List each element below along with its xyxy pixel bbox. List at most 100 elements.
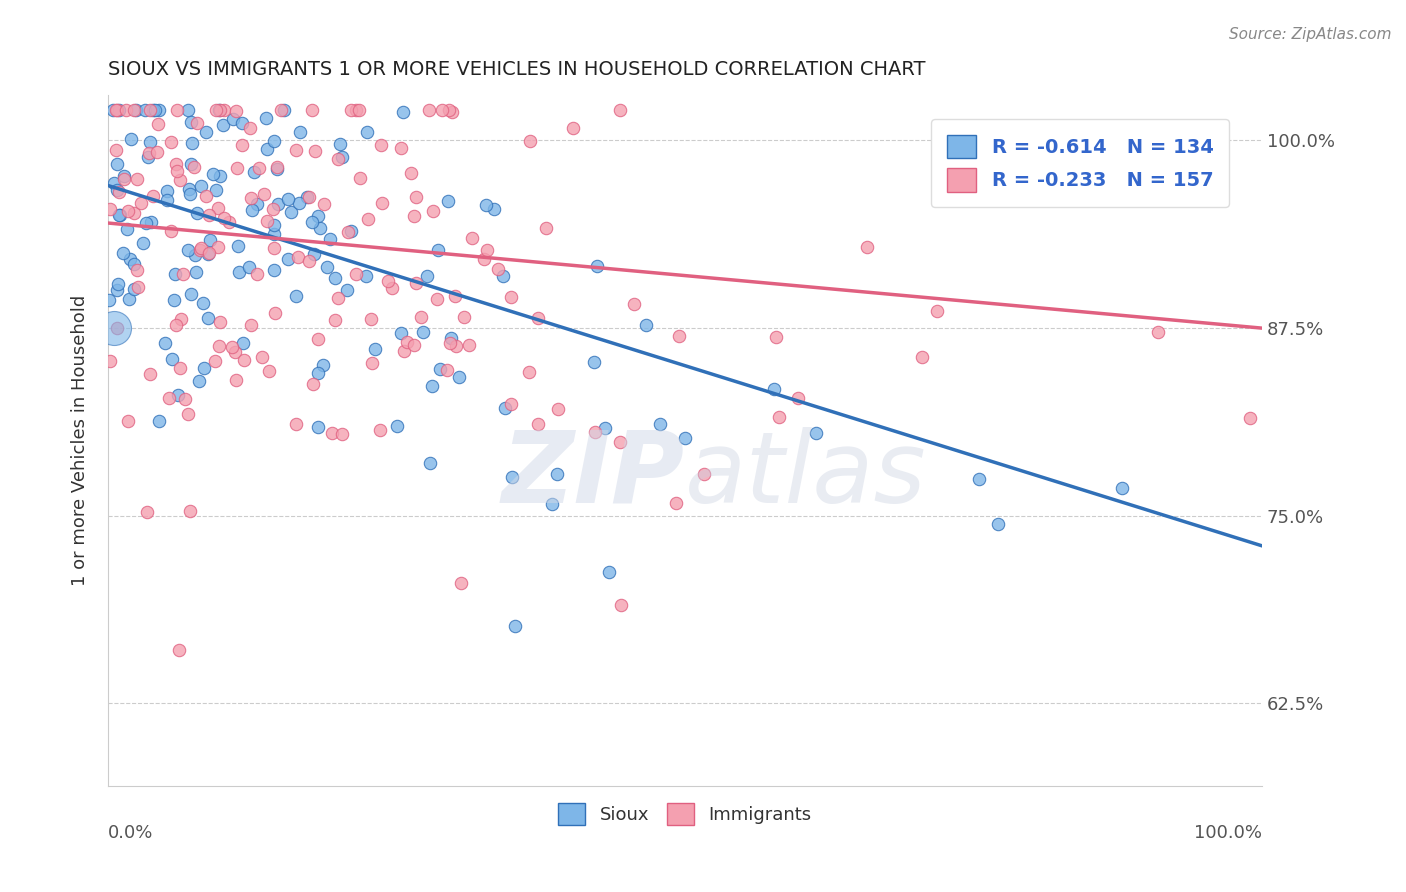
Point [440, 331, 463, 345]
Point [165, 318, 187, 333]
Point [250, 351, 273, 365]
Point [160, 352, 183, 367]
Point [389, 326, 412, 340]
Point [319, 232, 342, 246]
Point [167, 642, 190, 657]
Point [207, 240, 229, 254]
Point [124, 257, 146, 271]
Point [298, 190, 321, 204]
Point [328, 152, 350, 166]
Point [323, 271, 346, 285]
Point [437, 194, 460, 208]
Point [157, 391, 180, 405]
Point [287, 250, 309, 264]
Point [586, 259, 609, 273]
Point [238, 260, 260, 274]
Point [191, 295, 214, 310]
Point [321, 426, 343, 441]
Point [232, 352, 254, 367]
Point [118, 292, 141, 306]
Point [198, 234, 221, 248]
Point [263, 227, 285, 241]
Text: 100.0%: 100.0% [1194, 823, 1263, 841]
Point [105, 184, 128, 198]
Point [218, 215, 240, 229]
Point [170, 311, 193, 326]
Point [139, 215, 162, 229]
Point [346, 267, 368, 281]
Point [112, 246, 135, 260]
Point [593, 421, 616, 435]
Point [108, 209, 131, 223]
Point [405, 276, 427, 290]
Point [101, 103, 124, 118]
Point [112, 172, 135, 186]
Point [186, 265, 208, 279]
Point [172, 267, 194, 281]
Point [98, 354, 121, 368]
Point [239, 191, 262, 205]
Point [108, 186, 131, 200]
Point [396, 334, 419, 349]
Point [228, 265, 250, 279]
Point [146, 117, 169, 131]
Point [492, 269, 515, 284]
Point [484, 202, 506, 216]
Point [582, 355, 605, 369]
Point [247, 161, 270, 175]
Point [222, 112, 245, 126]
Point [444, 289, 467, 303]
Point [139, 367, 162, 381]
Point [368, 423, 391, 437]
Point [439, 336, 461, 351]
Point [105, 103, 128, 118]
Point [118, 252, 141, 266]
Point [177, 244, 200, 258]
Point [307, 367, 329, 381]
Point [765, 330, 787, 344]
Point [188, 243, 211, 257]
Point [225, 373, 247, 387]
Point [277, 252, 299, 267]
Point [166, 103, 188, 118]
Point [541, 497, 564, 511]
Point [231, 137, 253, 152]
Point [263, 262, 285, 277]
Point [163, 267, 186, 281]
Point [328, 291, 350, 305]
Point [787, 392, 810, 406]
Point [444, 339, 467, 353]
Point [138, 103, 160, 118]
Point [472, 252, 495, 266]
Point [98, 202, 121, 217]
Point [339, 224, 361, 238]
Point [108, 208, 131, 222]
Point [212, 118, 235, 132]
Point [186, 116, 208, 130]
Point [364, 343, 387, 357]
Point [169, 172, 191, 186]
Point [239, 120, 262, 135]
Point [329, 136, 352, 151]
Point [673, 431, 696, 445]
Point [583, 425, 606, 439]
Point [122, 282, 145, 296]
Point [256, 214, 278, 228]
Point [143, 103, 166, 118]
Point [122, 103, 145, 118]
Point [298, 253, 321, 268]
Text: Source: ZipAtlas.com: Source: ZipAtlas.com [1229, 27, 1392, 42]
Point [160, 224, 183, 238]
Point [177, 182, 200, 196]
Point [325, 313, 347, 327]
Point [226, 239, 249, 253]
Point [267, 196, 290, 211]
Point [207, 201, 229, 215]
Point [254, 111, 277, 125]
Point [392, 104, 415, 119]
Point [488, 262, 510, 277]
Point [453, 310, 475, 324]
Point [295, 190, 318, 204]
Point [411, 310, 433, 324]
Point [135, 216, 157, 230]
